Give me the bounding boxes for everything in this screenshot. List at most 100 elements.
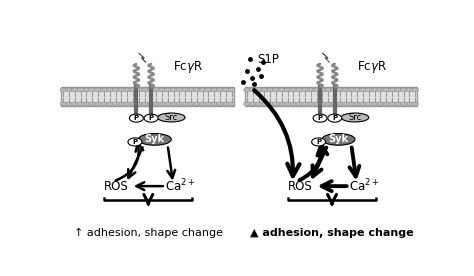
Circle shape xyxy=(261,102,268,106)
Circle shape xyxy=(301,102,308,106)
Circle shape xyxy=(383,88,390,92)
Text: ▲ adhesion, shape change: ▲ adhesion, shape change xyxy=(250,228,414,238)
Text: P: P xyxy=(318,115,323,121)
Circle shape xyxy=(228,88,235,92)
Circle shape xyxy=(176,88,182,92)
Circle shape xyxy=(182,88,189,92)
Circle shape xyxy=(319,88,326,92)
Circle shape xyxy=(406,88,413,92)
Circle shape xyxy=(290,102,297,106)
Circle shape xyxy=(164,102,171,106)
Circle shape xyxy=(89,88,96,92)
Text: Ca$^{2+}$: Ca$^{2+}$ xyxy=(165,178,196,194)
Circle shape xyxy=(141,88,148,92)
Circle shape xyxy=(170,102,177,106)
Circle shape xyxy=(348,88,355,92)
Circle shape xyxy=(337,102,343,106)
Circle shape xyxy=(401,88,407,92)
Circle shape xyxy=(389,88,395,92)
Circle shape xyxy=(106,88,113,92)
Circle shape xyxy=(308,102,314,106)
Circle shape xyxy=(401,102,407,106)
Circle shape xyxy=(290,88,297,92)
Circle shape xyxy=(77,102,84,106)
Circle shape xyxy=(147,88,154,92)
Text: ROS: ROS xyxy=(288,180,312,193)
Text: P: P xyxy=(134,115,139,121)
Circle shape xyxy=(100,102,107,106)
Bar xyxy=(245,87,418,107)
Circle shape xyxy=(159,102,165,106)
Circle shape xyxy=(365,88,372,92)
Text: Fc$\gamma$R: Fc$\gamma$R xyxy=(357,59,387,75)
Circle shape xyxy=(337,88,343,92)
Ellipse shape xyxy=(341,113,369,122)
Text: Ca$^{2+}$: Ca$^{2+}$ xyxy=(349,178,379,194)
Circle shape xyxy=(144,114,158,122)
Circle shape xyxy=(112,88,119,92)
Circle shape xyxy=(176,102,182,106)
Circle shape xyxy=(159,88,165,92)
Circle shape xyxy=(394,102,401,106)
Text: Src: Src xyxy=(348,113,362,122)
Circle shape xyxy=(328,114,342,122)
Circle shape xyxy=(244,102,250,106)
Circle shape xyxy=(406,102,413,106)
Circle shape xyxy=(83,102,90,106)
Text: Syk: Syk xyxy=(145,134,165,144)
Circle shape xyxy=(267,88,273,92)
Circle shape xyxy=(354,88,361,92)
Circle shape xyxy=(313,114,327,122)
Circle shape xyxy=(153,102,159,106)
Circle shape xyxy=(278,102,285,106)
Circle shape xyxy=(365,102,372,106)
Circle shape xyxy=(249,88,256,92)
Circle shape xyxy=(412,88,419,92)
Circle shape xyxy=(60,88,66,92)
Circle shape xyxy=(284,102,291,106)
Bar xyxy=(61,87,234,107)
Circle shape xyxy=(296,102,302,106)
Circle shape xyxy=(255,102,262,106)
Text: P: P xyxy=(148,115,154,121)
Circle shape xyxy=(383,102,390,106)
Text: ↑ adhesion, shape change: ↑ adhesion, shape change xyxy=(74,228,223,238)
Text: P: P xyxy=(332,115,337,121)
Polygon shape xyxy=(322,53,329,62)
Circle shape xyxy=(66,102,73,106)
Circle shape xyxy=(389,102,395,106)
Circle shape xyxy=(354,102,361,106)
Circle shape xyxy=(124,102,130,106)
Ellipse shape xyxy=(157,113,185,122)
Circle shape xyxy=(170,88,177,92)
Circle shape xyxy=(331,102,337,106)
Circle shape xyxy=(296,88,302,92)
Circle shape xyxy=(205,88,211,92)
Circle shape xyxy=(83,88,90,92)
Circle shape xyxy=(77,88,84,92)
Text: P: P xyxy=(132,139,137,145)
Circle shape xyxy=(106,102,113,106)
Circle shape xyxy=(342,88,349,92)
Circle shape xyxy=(325,88,331,92)
Circle shape xyxy=(164,88,171,92)
Circle shape xyxy=(136,102,142,106)
Circle shape xyxy=(217,102,223,106)
Circle shape xyxy=(342,102,349,106)
Circle shape xyxy=(313,88,320,92)
Ellipse shape xyxy=(138,134,171,145)
Circle shape xyxy=(319,102,326,106)
Circle shape xyxy=(377,88,384,92)
Text: Src: Src xyxy=(164,113,178,122)
Circle shape xyxy=(182,102,189,106)
Circle shape xyxy=(72,88,78,92)
Circle shape xyxy=(261,88,268,92)
Circle shape xyxy=(308,88,314,92)
Circle shape xyxy=(217,88,223,92)
Circle shape xyxy=(199,102,206,106)
Ellipse shape xyxy=(322,134,355,145)
Circle shape xyxy=(267,102,273,106)
Circle shape xyxy=(72,102,78,106)
Circle shape xyxy=(371,88,378,92)
Circle shape xyxy=(360,88,366,92)
